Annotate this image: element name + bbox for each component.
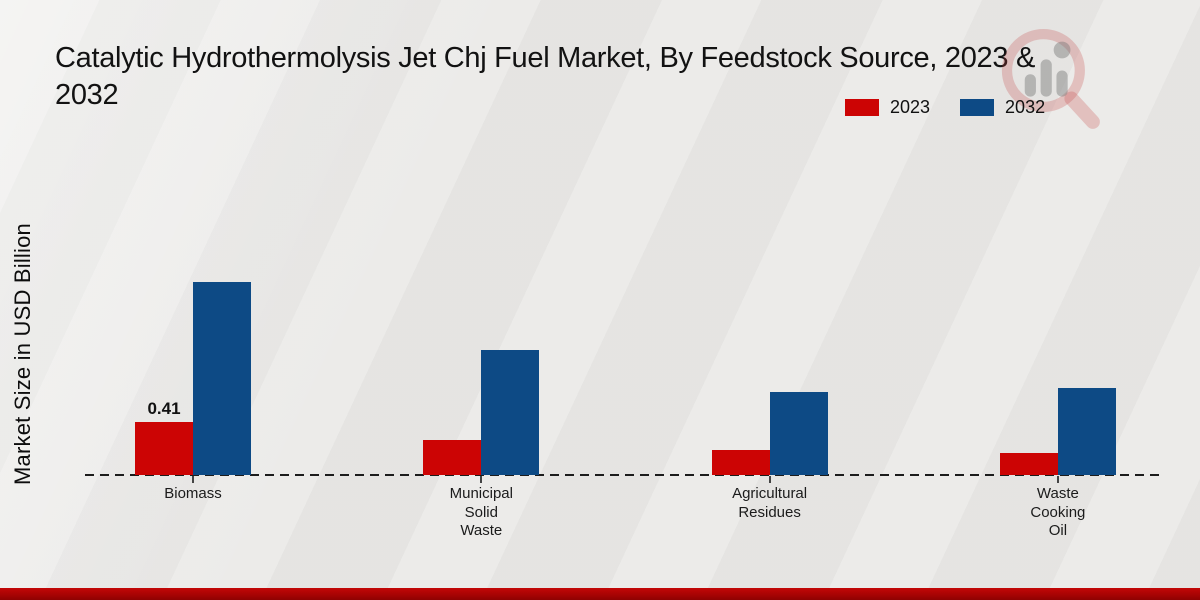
bar-2032-agricultural-residues bbox=[769, 392, 828, 475]
legend: 2023 2032 bbox=[845, 97, 1045, 118]
legend-label-2032: 2032 bbox=[1005, 97, 1046, 117]
x-axis-tick-municipal-solid-waste bbox=[480, 476, 483, 483]
chart-title-line-1: Catalytic Hydrothermolysis Jet Chj Fuel … bbox=[55, 42, 1035, 74]
x-axis-tick-agricultural-residues bbox=[768, 476, 771, 483]
x-axis-tick-biomass bbox=[192, 476, 194, 483]
legend-item-2032: 2032 bbox=[960, 97, 1045, 118]
bar-2023-biomass bbox=[135, 422, 193, 475]
legend-item-2023: 2023 bbox=[845, 97, 930, 118]
chart-title-line-2: 2032 bbox=[55, 79, 119, 111]
legend-swatch-2032 bbox=[960, 99, 995, 116]
x-axis-label-municipal-solid-waste: Municipal Solid Waste bbox=[449, 485, 513, 539]
bar-value-label-biomass: 0.41 bbox=[147, 398, 181, 418]
x-axis-baseline bbox=[85, 474, 1165, 476]
bar-2032-biomass bbox=[193, 282, 251, 475]
bar-2032-waste-cooking-oil bbox=[1057, 388, 1116, 475]
x-axis-label-biomass: Biomass bbox=[164, 485, 222, 502]
legend-swatch-2023 bbox=[845, 99, 879, 116]
x-axis-label-agricultural-residues: Agricultural Residues bbox=[732, 485, 808, 521]
bar-2032-municipal-solid-waste bbox=[481, 350, 540, 475]
chart-title: Catalytic Hydrothermolysis Jet Chj Fuel … bbox=[55, 40, 1195, 114]
footer-band bbox=[0, 588, 1200, 600]
bar-2023-waste-cooking-oil bbox=[999, 453, 1058, 475]
x-axis-label-waste-cooking-oil: Waste Cooking Oil bbox=[1030, 485, 1086, 539]
bar-2023-municipal-solid-waste bbox=[423, 440, 482, 475]
legend-label-2023: 2023 bbox=[890, 97, 931, 117]
bar-2023-agricultural-residues bbox=[711, 450, 770, 475]
x-axis-tick-waste-cooking-oil bbox=[1056, 476, 1059, 483]
